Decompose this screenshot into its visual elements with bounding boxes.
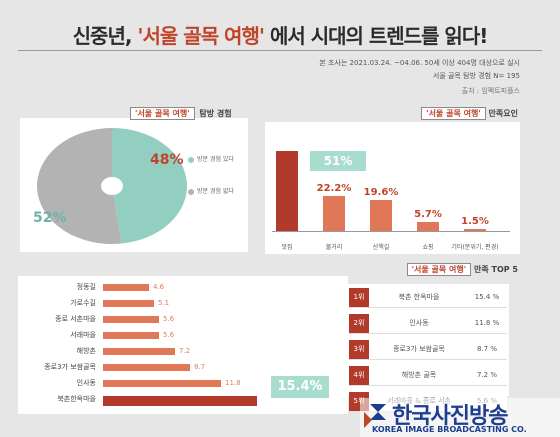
rank-place-name: 해방촌 골목 <box>401 371 437 379</box>
broadcaster-logo <box>360 398 560 437</box>
rank-row: 1위 북촌 한옥마을 15.4 % <box>349 288 507 308</box>
legend-yes: 방문 경험 있다 <box>188 154 234 163</box>
top5-category-label: 해방촌 <box>76 347 96 355</box>
top5-value-label: 5.6 <box>163 315 175 323</box>
rank-row: 2위 인사동 11.8 % <box>349 314 507 334</box>
pie-slice-no <box>37 128 122 244</box>
logo-english: KOREA IMAGE BROADCASTING CO. <box>372 425 527 434</box>
top5-bar <box>103 284 149 291</box>
top5-tag-highlight: '서울 골목 여행' <box>406 263 472 276</box>
rank-row: 4위 해방촌 골목 7.2 % <box>349 366 507 386</box>
top5-category-label: 가로수길 <box>70 299 96 307</box>
legend-no-swatch <box>188 188 194 195</box>
rank-place-name: 북촌 한옥마을 <box>398 293 440 301</box>
logo-name: 한국사진방송 <box>392 404 508 429</box>
rank-percent: 15.4 % <box>474 293 500 301</box>
factor-value-callout: 51% <box>310 151 366 172</box>
experience-tag-highlight: '서울 골목 여행' <box>130 107 195 120</box>
legend-yes-label: 방문 경험 있다 <box>197 156 234 163</box>
top5-value-label: 11.8 <box>225 379 241 387</box>
title-highlight: '서울 골목 여행' <box>137 24 265 48</box>
top5-tag-rest: 만족 TOP 5 <box>471 265 518 274</box>
top5-value-label: 5.1 <box>158 299 170 307</box>
factors-tag: '서울 골목 여행' 만족요인 <box>421 107 518 120</box>
rank-row: 3위 종로3가 보쌈골목 8.7 % <box>349 340 507 360</box>
title-prefix: 신중년, <box>72 24 138 48</box>
top5-bar <box>103 348 175 355</box>
factor-category-label: 산책길 <box>372 244 390 251</box>
top5-value-callout: 15.4% <box>271 376 329 398</box>
top5-category-label: 종로 서촌마을 <box>55 315 96 323</box>
top5-bar <box>103 300 154 307</box>
title-suffix: 에서 시대의 트렌드를 읽다! <box>263 24 488 48</box>
rank-number: 2위 <box>349 314 369 333</box>
source-note: 출처 : 임팩트피플스 <box>461 87 520 95</box>
pie-center-hole <box>101 177 123 195</box>
page-title: 신중년, '서울 골목 여행' 에서 시대의 트렌드를 읽다! <box>0 20 560 49</box>
pie-slice-yes <box>112 128 188 244</box>
factors-tag-highlight: '서울 골목 여행' <box>421 107 486 120</box>
top5-value-label: 7.2 <box>179 347 191 355</box>
rank-place-name: 종로3가 보쌈골목 <box>393 345 445 353</box>
top5-bar <box>103 364 190 371</box>
pie-yes-percent: 48% <box>150 152 184 168</box>
top5-category-label: 종로3가 보쌈골목 <box>44 363 96 371</box>
factor-value-label: 19.6% <box>363 187 399 199</box>
factor-bar <box>370 200 392 231</box>
factor-x-axis <box>272 231 510 232</box>
factor-category-label: 쇼핑 <box>422 244 434 251</box>
factors-tag-rest: 만족요인 <box>485 109 518 118</box>
title-divider <box>18 50 542 51</box>
top5-value-label: 4.6 <box>153 283 165 291</box>
top5-tag: '서울 골목 여행' 만족 TOP 5 <box>406 263 518 276</box>
factor-value-label: 5.7% <box>414 209 442 221</box>
factors-panel <box>265 122 520 254</box>
experience-pie-chart <box>37 128 188 244</box>
factor-bar <box>417 222 439 231</box>
rank-place-name: 인사동 <box>409 319 429 327</box>
top5-value-label: 8.7 <box>194 363 206 371</box>
top5-category-label: 북촌한옥마을 <box>57 395 96 403</box>
factor-value-label: 1.5% <box>461 215 489 227</box>
top5-bar <box>103 396 257 406</box>
factor-category-label: 기타(분위기, 편경) <box>451 244 499 251</box>
top5-category-label: 정동길 <box>76 283 96 291</box>
top5-category-label: 인사동 <box>76 379 96 387</box>
factor-category-label: 맛집 <box>281 244 293 251</box>
rank-number: 1위 <box>349 288 369 307</box>
rank-percent: 7.2 % <box>476 371 497 379</box>
legend-yes-swatch <box>188 156 194 163</box>
rank-number: 4위 <box>349 366 369 385</box>
factor-bar <box>276 151 298 231</box>
factor-bar <box>323 196 345 231</box>
experience-tag: '서울 골목 여행' 탐방 경험 <box>130 107 232 120</box>
rank-percent: 8.7 % <box>476 345 497 353</box>
top5-bar <box>103 332 159 339</box>
factor-value-label: 22.2% <box>316 183 352 195</box>
rank-percent: 11.8 % <box>474 319 500 327</box>
factor-category-label: 볼거리 <box>325 244 343 251</box>
pie-no-percent: 52% <box>33 210 67 226</box>
sample-size: 서울 골목 탐방 경험 N= 195 <box>432 72 520 80</box>
rank-number: 3위 <box>349 340 369 359</box>
top5-value-label: 5.6 <box>163 331 175 339</box>
legend-no: 방문 경험 없다 <box>188 186 234 195</box>
legend-no-label: 방문 경험 없다 <box>197 188 234 195</box>
top5-bar <box>103 380 221 387</box>
experience-tag-rest: 탐방 경험 <box>196 109 232 118</box>
factor-bar <box>464 228 486 231</box>
top5-bar <box>103 316 159 323</box>
top5-category-label: 서래마을 <box>70 331 96 339</box>
survey-info: 본 조사는 2021.03.24. ~04.06. 50세 이상 404명 대상… <box>319 59 520 67</box>
